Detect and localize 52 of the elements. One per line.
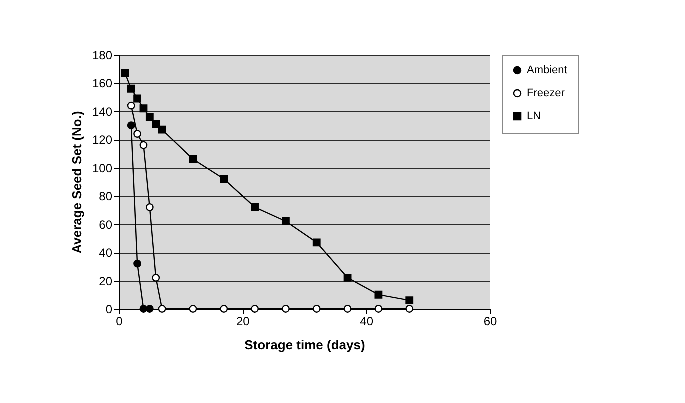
legend-label: Ambient xyxy=(527,64,568,76)
point xyxy=(282,305,290,313)
x-tick-label: 0 xyxy=(116,314,124,328)
point xyxy=(140,141,148,150)
y-tick-label: 120 xyxy=(92,133,113,148)
point xyxy=(158,126,166,134)
y-tick-label: 20 xyxy=(99,274,113,288)
y-tick-label: 160 xyxy=(92,76,113,91)
point xyxy=(344,305,352,313)
legend-label: Freezer xyxy=(527,88,566,100)
x-tick-label: 40 xyxy=(360,314,374,328)
point xyxy=(152,120,160,128)
point xyxy=(127,122,136,130)
point xyxy=(251,203,259,212)
y-tick-label: 180 xyxy=(92,48,113,62)
point xyxy=(134,260,142,268)
y-tick-label: 0 xyxy=(106,302,113,316)
point xyxy=(127,102,136,110)
y-axis-title: Average Seed Set (No.) xyxy=(69,111,84,254)
x-axis-title: Storage time (days) xyxy=(244,338,366,352)
point xyxy=(134,94,142,103)
point xyxy=(344,274,352,282)
point xyxy=(189,305,198,313)
point xyxy=(374,290,383,299)
point xyxy=(220,175,228,184)
point xyxy=(152,274,160,282)
point xyxy=(121,69,130,78)
point xyxy=(312,238,321,247)
y-tick-label: 140 xyxy=(92,104,113,119)
point xyxy=(312,305,321,313)
point xyxy=(189,155,198,164)
point xyxy=(374,305,383,313)
y-tick-label: 40 xyxy=(99,246,113,260)
point xyxy=(140,305,148,313)
x-tick-label: 20 xyxy=(236,314,250,328)
point xyxy=(220,305,228,313)
point xyxy=(251,305,259,313)
point xyxy=(282,218,290,226)
point xyxy=(406,296,414,304)
point xyxy=(146,305,154,313)
point xyxy=(406,305,414,313)
point xyxy=(146,203,154,212)
point xyxy=(158,305,166,313)
legend-label: LN xyxy=(527,110,542,122)
y-tick-label: 60 xyxy=(99,218,113,232)
point xyxy=(127,84,136,93)
point xyxy=(146,113,154,122)
point xyxy=(134,130,142,138)
point xyxy=(140,104,148,113)
y-tick-label: 80 xyxy=(99,190,113,204)
x-tick-label: 60 xyxy=(484,314,498,328)
y-tick-label: 100 xyxy=(92,161,113,176)
